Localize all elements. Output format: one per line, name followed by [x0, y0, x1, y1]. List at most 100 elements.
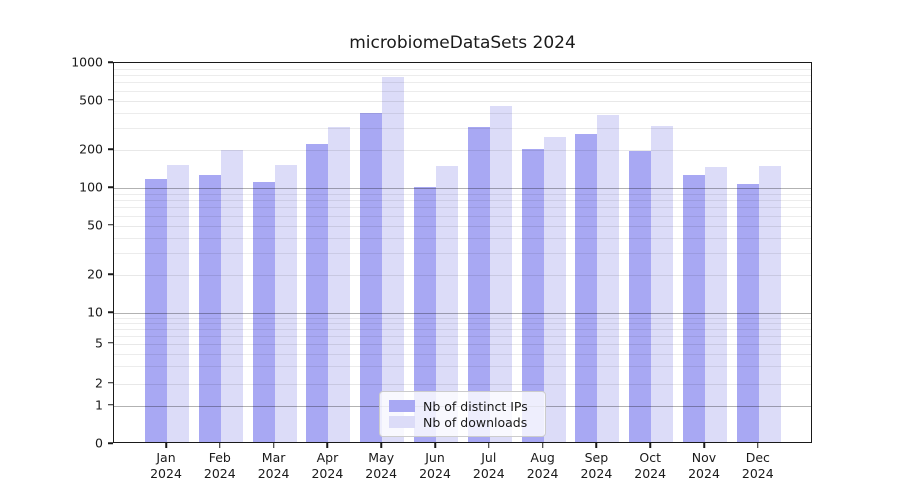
x-tick-mark — [488, 443, 490, 448]
legend-swatch-icon — [389, 416, 415, 428]
bar-downloads-apr — [328, 126, 351, 442]
plot-area — [113, 62, 812, 443]
bar-ips-feb — [198, 174, 221, 442]
bar-ips-nov — [683, 175, 705, 442]
y-tick-label-2: 2 — [95, 375, 103, 391]
x-tick-mark — [272, 443, 275, 448]
y-tick-label-5: 5 — [95, 335, 103, 351]
y-tick-mark — [108, 342, 113, 344]
y-tick-label-200: 200 — [79, 141, 103, 157]
x-tick-mark — [703, 443, 705, 448]
gridline-8 — [114, 322, 811, 324]
gridline-80 — [114, 200, 811, 202]
x-tick-label-jan: Jan 2024 — [150, 450, 182, 481]
y-tick-mark — [108, 223, 113, 226]
x-tick-mark — [326, 443, 329, 448]
bar-ips-jul — [467, 127, 490, 442]
bar-downloads-jun — [436, 166, 458, 442]
gridline-5 — [114, 343, 811, 345]
legend-label: Nb of distinct IPs — [423, 398, 528, 414]
y-tick-label-20: 20 — [87, 266, 103, 282]
bar-ips-apr — [306, 144, 329, 442]
gridline-100 — [114, 188, 811, 189]
x-tick-label-nov: Nov 2024 — [688, 450, 720, 481]
legend-label: Nb of downloads — [423, 414, 528, 430]
y-tick-label-0: 0 — [95, 435, 103, 451]
x-tick-mark — [165, 443, 167, 448]
bar-ips-oct — [629, 151, 652, 442]
legend: Nb of distinct IPs Nb of downloads — [379, 391, 546, 437]
gridline-3 — [114, 366, 811, 368]
x-tick-mark — [649, 443, 651, 448]
gridline-900 — [114, 68, 811, 70]
bar-downloads-sep — [597, 114, 620, 442]
gridline-40 — [114, 237, 811, 239]
x-tick-mark — [380, 443, 382, 448]
x-tick-label-jun: Jun 2024 — [419, 450, 451, 481]
gridline-4 — [114, 353, 811, 355]
gridline-2 — [114, 383, 811, 385]
bar-downloads-oct — [651, 125, 674, 442]
y-tick-mark — [108, 311, 113, 313]
x-tick-mark — [219, 443, 221, 448]
gridline-90 — [114, 193, 811, 195]
x-tick-label-apr: Apr 2024 — [311, 450, 344, 481]
bar-downloads-feb — [220, 150, 243, 442]
x-tick-mark — [757, 443, 759, 448]
y-tick-mark — [108, 273, 113, 276]
bar-downloads-nov — [705, 166, 727, 442]
bar-downloads-dec — [758, 165, 781, 442]
x-tick-label-jul: Jul 2024 — [472, 450, 505, 481]
bar-ips-aug — [521, 148, 544, 442]
gridline-7 — [114, 328, 811, 330]
gridline-700 — [114, 82, 811, 84]
gridline-10 — [114, 313, 811, 314]
x-tick-label-aug: Aug 2024 — [526, 450, 559, 481]
legend-item-distinct-ips: Nb of distinct IPs — [389, 398, 535, 414]
y-tick-mark — [108, 382, 113, 384]
bar-ips-mar — [252, 182, 275, 442]
x-tick-label-oct: Oct 2024 — [634, 450, 667, 481]
y-tick-label-10: 10 — [87, 304, 103, 320]
y-tick-mark — [108, 403, 113, 406]
bar-ips-dec — [736, 183, 759, 442]
bar-downloads-may — [382, 76, 405, 442]
y-tick-label-500: 500 — [79, 92, 103, 108]
bar-downloads-jan — [167, 165, 189, 442]
gridline-20 — [114, 275, 811, 277]
gridline-9 — [114, 317, 811, 319]
y-tick-mark — [108, 148, 113, 151]
x-tick-label-may: May 2024 — [365, 450, 398, 481]
y-tick-label-100: 100 — [79, 179, 103, 195]
gridline-60 — [114, 215, 811, 217]
bar-ips-sep — [575, 133, 598, 442]
x-tick-label-dec: Dec 2024 — [741, 450, 774, 481]
gridline-6 — [114, 335, 811, 337]
gridline-50 — [114, 225, 811, 227]
x-tick-label-sep: Sep 2024 — [580, 450, 613, 481]
gridline-200 — [114, 150, 811, 152]
bar-downloads-mar — [274, 165, 297, 442]
y-tick-label-1000: 1000 — [71, 54, 103, 70]
x-tick-mark — [541, 443, 544, 448]
bar-downloads-aug — [543, 137, 566, 442]
bar-ips-may — [360, 112, 383, 442]
gridline-600 — [114, 90, 811, 92]
chart-title: microbiomeDataSets 2024 — [349, 33, 576, 53]
y-tick-mark — [108, 442, 113, 444]
gridline-500 — [114, 100, 811, 102]
legend-item-downloads: Nb of downloads — [389, 414, 535, 430]
y-tick-mark — [108, 98, 113, 101]
x-tick-mark — [595, 443, 598, 448]
gridline-800 — [114, 75, 811, 77]
bar-ips-jan — [145, 178, 167, 442]
gridline-300 — [114, 128, 811, 130]
gridline-70 — [114, 207, 811, 209]
legend-swatch-icon — [389, 400, 415, 412]
y-tick-label-1: 1 — [95, 397, 103, 413]
x-tick-mark — [434, 443, 436, 448]
y-tick-mark — [108, 61, 113, 63]
x-tick-label-mar: Mar 2024 — [257, 450, 290, 481]
y-tick-mark — [108, 186, 113, 188]
